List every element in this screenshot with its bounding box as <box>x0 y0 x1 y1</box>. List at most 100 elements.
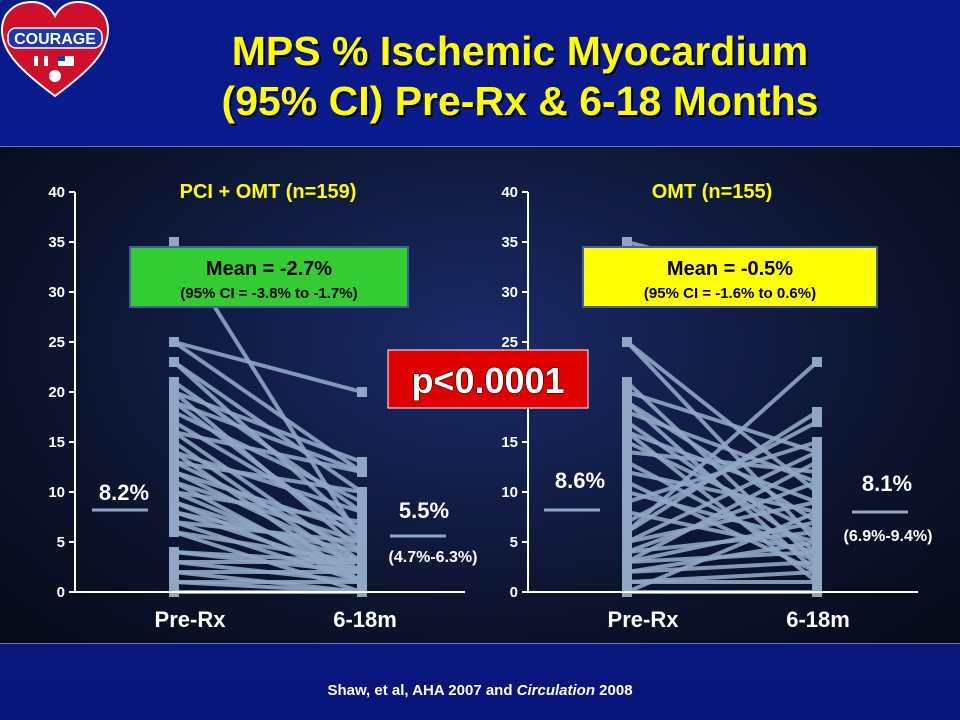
citation: Shaw, et al, AHA 2007 and Circulation 20… <box>0 682 960 699</box>
patient-line <box>173 430 363 474</box>
patient-point <box>169 337 179 347</box>
patient-point <box>622 407 632 417</box>
mean-box-line1: Mean = -2.7% <box>206 258 332 280</box>
patient-point <box>622 457 632 467</box>
patient-point <box>812 417 822 427</box>
patient-point <box>169 507 179 517</box>
patient-point <box>169 567 179 577</box>
y-tick-label: 30 <box>48 284 65 301</box>
patient-point <box>812 497 822 507</box>
patient-point <box>357 497 367 507</box>
patient-line <box>173 450 363 514</box>
patient-point <box>169 427 179 437</box>
patient-point <box>812 517 822 527</box>
y-tick-label: 35 <box>501 234 518 251</box>
y-tick-label: 10 <box>48 484 65 501</box>
patient-line <box>626 540 818 574</box>
patient-point <box>812 537 822 547</box>
patient-line <box>173 390 363 464</box>
mean-box <box>582 246 878 308</box>
y-tick-label: 5 <box>57 534 65 551</box>
patient-line <box>626 390 818 454</box>
patient-point <box>812 357 822 367</box>
patient-point <box>357 487 367 497</box>
patient-point <box>812 557 822 567</box>
citation-journal: Circulation <box>516 682 596 699</box>
patient-point <box>622 567 632 577</box>
mean-box-line2: (95% CI = -3.8% to -1.7%) <box>180 285 357 302</box>
patient-point <box>622 547 632 557</box>
patient-point <box>357 557 367 567</box>
patient-line <box>173 530 363 564</box>
y-tick-label: 25 <box>501 334 518 351</box>
y-tick-label: 0 <box>510 584 518 601</box>
patient-point <box>169 437 179 447</box>
logo-text: COURAGE <box>14 31 96 48</box>
patient-line <box>626 520 818 564</box>
y-tick-label: 40 <box>501 184 518 201</box>
y-tick-label: 15 <box>48 434 65 451</box>
patient-point <box>812 487 822 497</box>
y-tick-label: 35 <box>48 234 65 251</box>
chart-pci-omt: PCI + OMT (n=159) 0 5 10 15 20 25 30 35 40 Pre-R… <box>48 181 477 632</box>
patient-point <box>812 527 822 537</box>
patient-point <box>622 427 632 437</box>
patient-point <box>622 477 632 487</box>
patient-line <box>173 460 363 494</box>
patient-line <box>626 460 818 564</box>
patient-point <box>357 537 367 547</box>
patient-line <box>173 470 363 534</box>
patient-point <box>169 577 179 587</box>
patient-point <box>812 507 822 517</box>
y-tick-label: 40 <box>48 184 65 201</box>
mean-box <box>129 246 409 308</box>
x-tick-label: Pre-Rx <box>155 607 227 632</box>
pre-mean-label: 8.2% <box>99 480 149 505</box>
post-mean-label: 5.5% <box>399 498 449 523</box>
patient-point <box>357 457 367 467</box>
patient-point <box>622 437 632 447</box>
x-tick-label: 6-18m <box>786 607 850 632</box>
patient-point <box>169 477 179 487</box>
patient-point <box>812 467 822 477</box>
y-tick-label: 10 <box>501 484 518 501</box>
y-tick-label: 0 <box>57 584 65 601</box>
patient-line <box>626 450 818 544</box>
patient-point <box>812 567 822 577</box>
patient-point <box>169 357 179 367</box>
patient-line <box>626 480 818 554</box>
patient-point <box>622 537 632 547</box>
patient-point <box>357 517 367 527</box>
patient-line <box>173 400 363 474</box>
patient-line <box>173 480 363 544</box>
patient-line <box>626 560 818 574</box>
courage-logo: COURAGE <box>0 0 110 105</box>
patient-point <box>169 517 179 527</box>
patient-point <box>812 547 822 557</box>
patient-point <box>622 467 632 477</box>
patient-point <box>169 457 179 467</box>
patient-point <box>169 557 179 567</box>
title-line-1: MPS % Ischemic Myocardium <box>231 28 809 74</box>
mean-box-line1: Mean = -0.5% <box>667 258 793 280</box>
patient-point <box>169 417 179 427</box>
mean-box-line2: (95% CI = -1.6% to 0.6%) <box>644 285 816 302</box>
patient-point <box>622 337 632 347</box>
patient-point <box>622 507 632 517</box>
y-tick-label: 20 <box>48 384 65 401</box>
patient-point <box>169 547 179 557</box>
p-value-box: p<0.0001 <box>387 349 589 409</box>
patient-line <box>626 470 818 514</box>
patient-point <box>169 447 179 457</box>
patient-point <box>812 457 822 467</box>
patient-point <box>622 417 632 427</box>
patient-line <box>626 500 818 544</box>
patient-lines <box>169 237 367 597</box>
patient-point <box>622 397 632 407</box>
patient-line <box>626 480 818 574</box>
x-tick-label: 6-18m <box>333 607 397 632</box>
chart-title: OMT (n=155) <box>652 181 773 203</box>
y-tick-label: 25 <box>48 334 65 351</box>
pre-mean-label: 8.6% <box>555 468 605 493</box>
